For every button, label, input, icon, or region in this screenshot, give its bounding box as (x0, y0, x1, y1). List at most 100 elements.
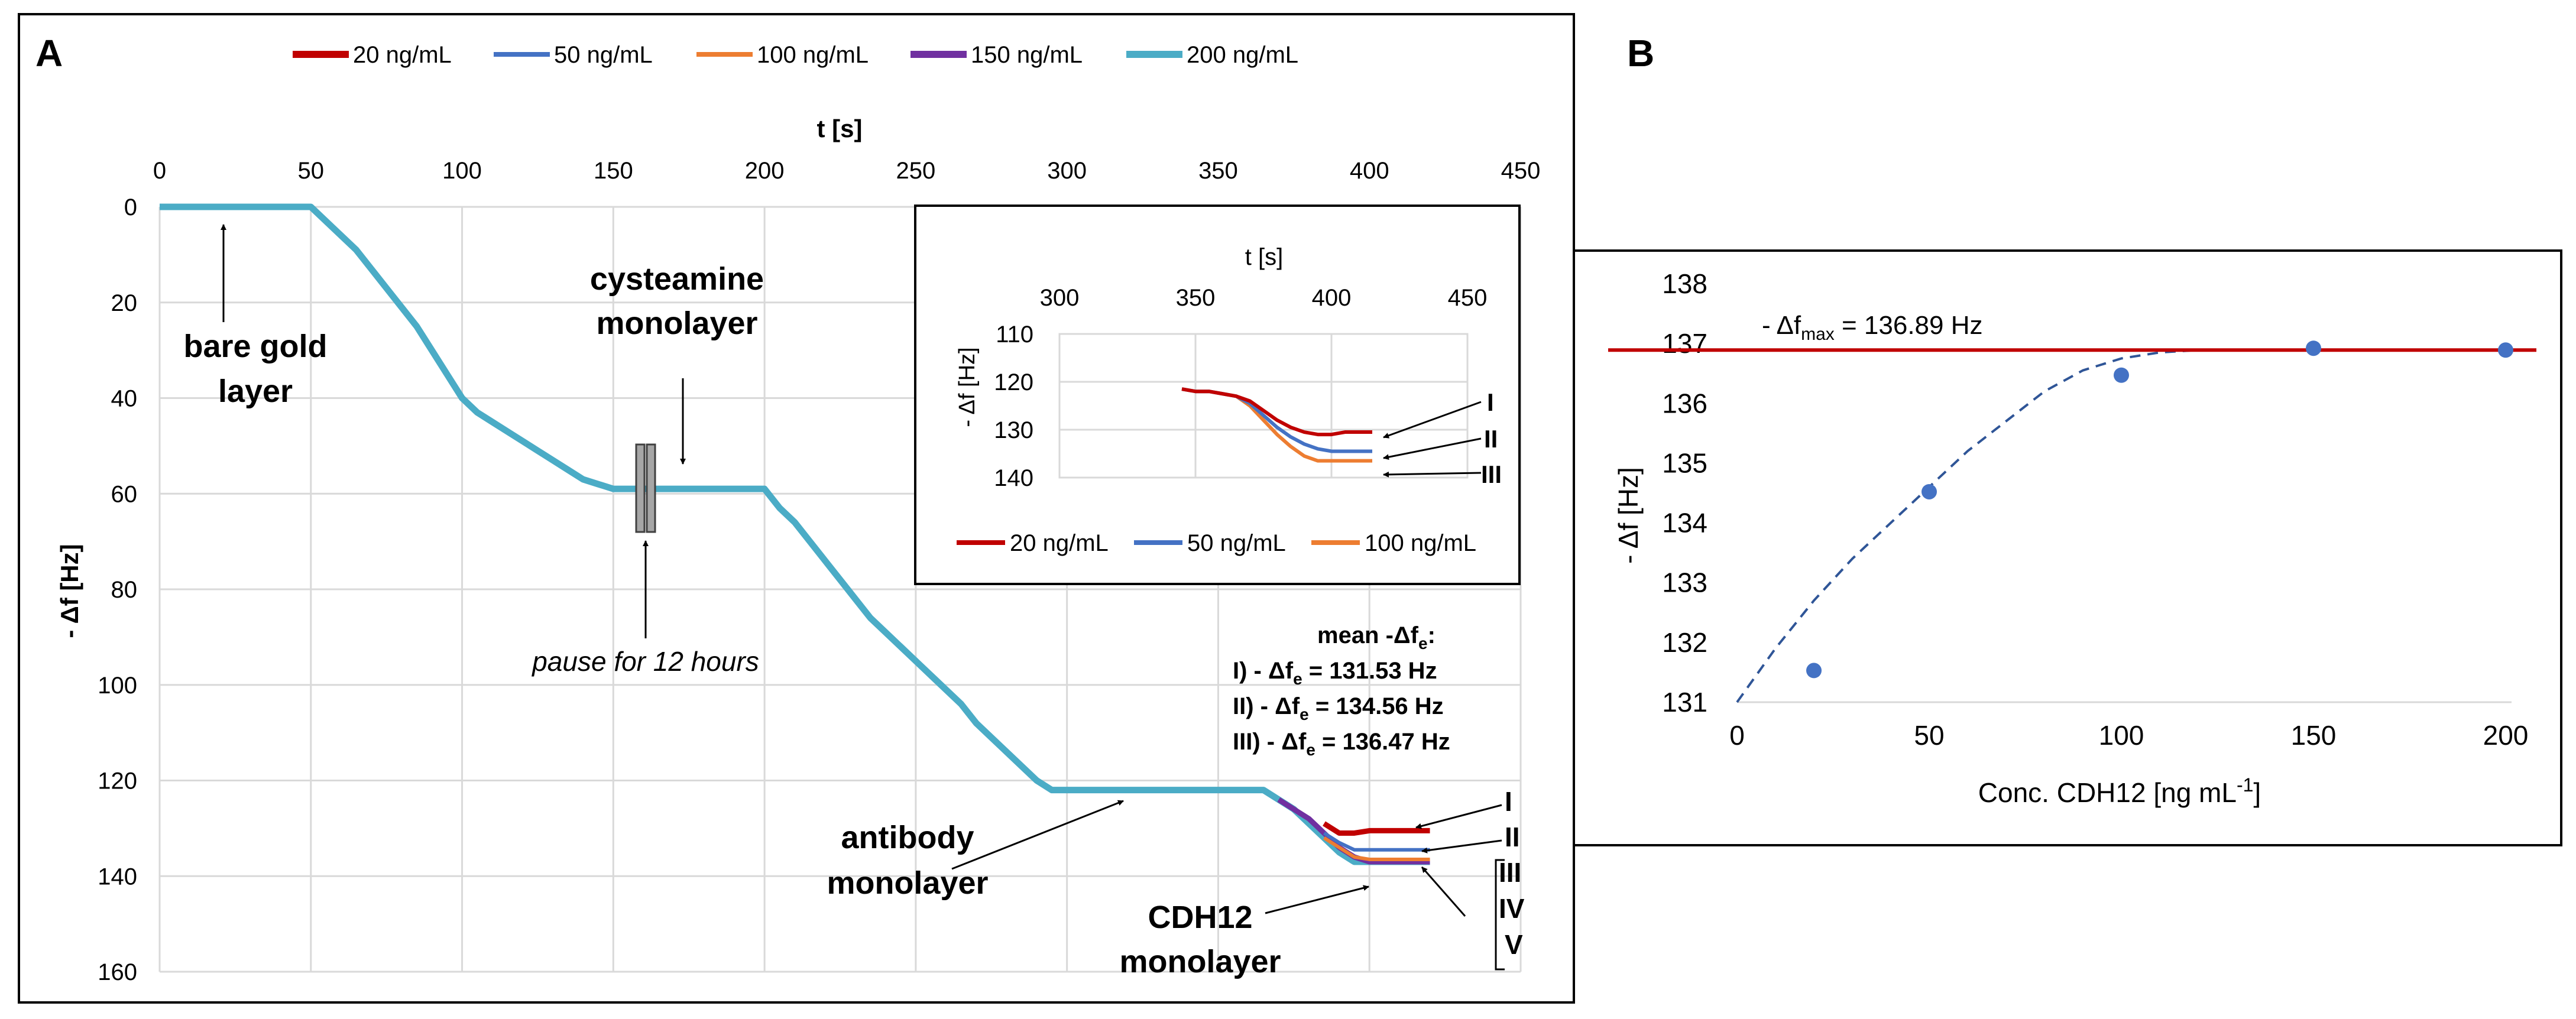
inset-arrows (1383, 401, 1482, 478)
label-bare-gold-1: bare gold (183, 329, 327, 364)
legend-label-20: 20 ng/mL (353, 42, 452, 68)
mean-II: II) - Δfe = 134.56 Hz (1233, 693, 1444, 723)
main-x-tick-label: 350 (1198, 158, 1238, 184)
main-x-tick-labels: 0 50 100 150 200 250 300 350 400 450 (153, 158, 1541, 184)
legend-label-200: 200 ng/mL (1187, 42, 1298, 68)
main-y-tick-label: 120 (98, 768, 137, 794)
label-cysteamine-2: monolayer (596, 306, 757, 341)
main-x-tick-label: 400 (1350, 158, 1389, 184)
inset-y-tick-label: 140 (994, 465, 1033, 491)
roman-IV: IV (1499, 893, 1525, 924)
roman-V: V (1505, 929, 1523, 960)
b-point (1806, 663, 1822, 679)
inset-legend: 20 ng/mL 50 ng/mL 100 ng/mL (957, 530, 1476, 556)
inset-series-20 (1181, 387, 1372, 437)
arrow-cdh12 (1265, 885, 1369, 914)
inset-x-tick-labels: 300 350 400 450 (1040, 285, 1488, 311)
b-y-tick-label: 138 (1662, 268, 1707, 299)
b-point (1922, 483, 1937, 499)
main-x-tick-label: 0 (153, 158, 166, 184)
b-point (2498, 342, 2513, 358)
pause-bar-left (635, 443, 646, 533)
inset-x-tick-label: 400 (1312, 285, 1352, 311)
inset-series (1181, 387, 1372, 463)
b-x-tick-labels: 0 50 100 150 200 (1729, 720, 2528, 751)
label-antibody-1: antibody (841, 820, 974, 855)
b-y-tick-label: 135 (1662, 447, 1707, 478)
inset-arrow-II (1383, 437, 1482, 460)
b-point (2306, 340, 2321, 356)
main-y-tick-label: 160 (98, 959, 137, 985)
inset-arrow-III (1383, 471, 1482, 478)
b-y-tick-label: 134 (1662, 508, 1707, 538)
legend-label-50: 50 ng/mL (554, 42, 653, 68)
inset-x-tick-label: 350 (1176, 285, 1216, 311)
inset-frame (914, 205, 1521, 585)
inset-y-tick-label: 110 (996, 322, 1033, 348)
pause-bar-right (646, 443, 656, 533)
legend-label-100: 100 ng/mL (757, 42, 869, 68)
roman-bracket (1495, 859, 1505, 971)
main-y-tick-label: 20 (111, 290, 138, 316)
main-x-tick-label: 250 (896, 158, 936, 184)
annotation-texts: bare gold layer cysteamine monolayer ant… (183, 261, 1281, 979)
b-point (2114, 367, 2129, 383)
b-fit-line (1736, 349, 2506, 703)
inset-arrow-I (1383, 401, 1482, 439)
main-series-20 (1323, 821, 1430, 836)
panel-a-letter: A (35, 32, 63, 74)
arrow-roman-III (1421, 867, 1466, 917)
main-x-axis-title: t [s] (817, 115, 863, 142)
mean-III: III) - Δfe = 136.47 Hz (1233, 729, 1450, 759)
arrow-roman-I (1415, 804, 1502, 829)
main-series (160, 203, 1430, 865)
panel-b-letter: B (1627, 32, 1654, 74)
b-x-tick-label: 150 (2291, 720, 2337, 751)
main-y-tick-label: 0 (124, 194, 137, 220)
main-x-tick-label: 450 (1501, 158, 1541, 184)
main-x-tick-label: 150 (594, 158, 633, 184)
b-y-tick-labels: 131 132 133 134 135 136 137 138 (1662, 268, 1707, 718)
main-x-tick-label: 50 (298, 158, 325, 184)
b-max-label: - Δfmax = 136.89 Hz (1762, 311, 1983, 344)
inset-y-tick-label: 120 (994, 369, 1033, 395)
b-x-tick-label: 100 (2099, 720, 2144, 751)
inset-y-tick-label: 130 (994, 417, 1033, 443)
inset-y-tick-labels: 110 120 130 140 (994, 322, 1033, 491)
label-cdh12-2: monolayer (1119, 944, 1281, 979)
b-y-tick-label: 133 (1662, 567, 1707, 598)
b-x-tick-label: 0 (1729, 720, 1745, 751)
label-antibody-2: monolayer (827, 865, 988, 901)
b-points (1806, 340, 2513, 679)
inset-x-tick-label: 300 (1040, 285, 1080, 311)
main-series-50 (1323, 831, 1430, 852)
roman-I: I (1505, 786, 1512, 817)
main-y-tick-label: 140 (98, 864, 137, 890)
b-fit-curve (1736, 349, 2506, 703)
annotation-arrows (221, 224, 1505, 971)
main-y-tick-labels: 0 20 40 60 80 100 120 140 160 (98, 194, 137, 985)
b-y-tick-label: 136 (1662, 388, 1707, 418)
roman-II: II (1505, 822, 1520, 852)
arrow-roman-II (1421, 839, 1502, 854)
main-y-axis-title: - Δf [Hz] (56, 544, 83, 638)
pause-marker (635, 443, 656, 533)
main-y-tick-label: 60 (111, 481, 138, 507)
label-bare-gold-2: layer (218, 374, 293, 409)
b-y-tick-label: 137 (1662, 328, 1707, 359)
b-y-tick-label: 131 (1662, 687, 1707, 718)
b-y-tick-label: 132 (1662, 627, 1707, 658)
label-pause: pause for 12 hours (531, 646, 759, 677)
inset-legend-label-20: 20 ng/mL (1010, 530, 1109, 556)
inset-grid (1058, 333, 1469, 479)
inset-legend-label-50: 50 ng/mL (1187, 530, 1286, 556)
mean-values: mean -Δfe: I) - Δfe = 131.53 Hz II) - Δf… (1233, 622, 1450, 759)
main-x-tick-label: 300 (1047, 158, 1087, 184)
label-cysteamine-1: cysteamine (590, 261, 764, 297)
main-legend: 20 ng/mL 50 ng/mL 100 ng/mL 150 ng/mL 20… (293, 42, 1298, 68)
inset-roman-I: I (1487, 388, 1494, 416)
roman-numerals: I II III IV V (1499, 786, 1525, 960)
main-y-tick-label: 80 (111, 577, 138, 603)
b-x-tick-label: 200 (2483, 720, 2529, 751)
